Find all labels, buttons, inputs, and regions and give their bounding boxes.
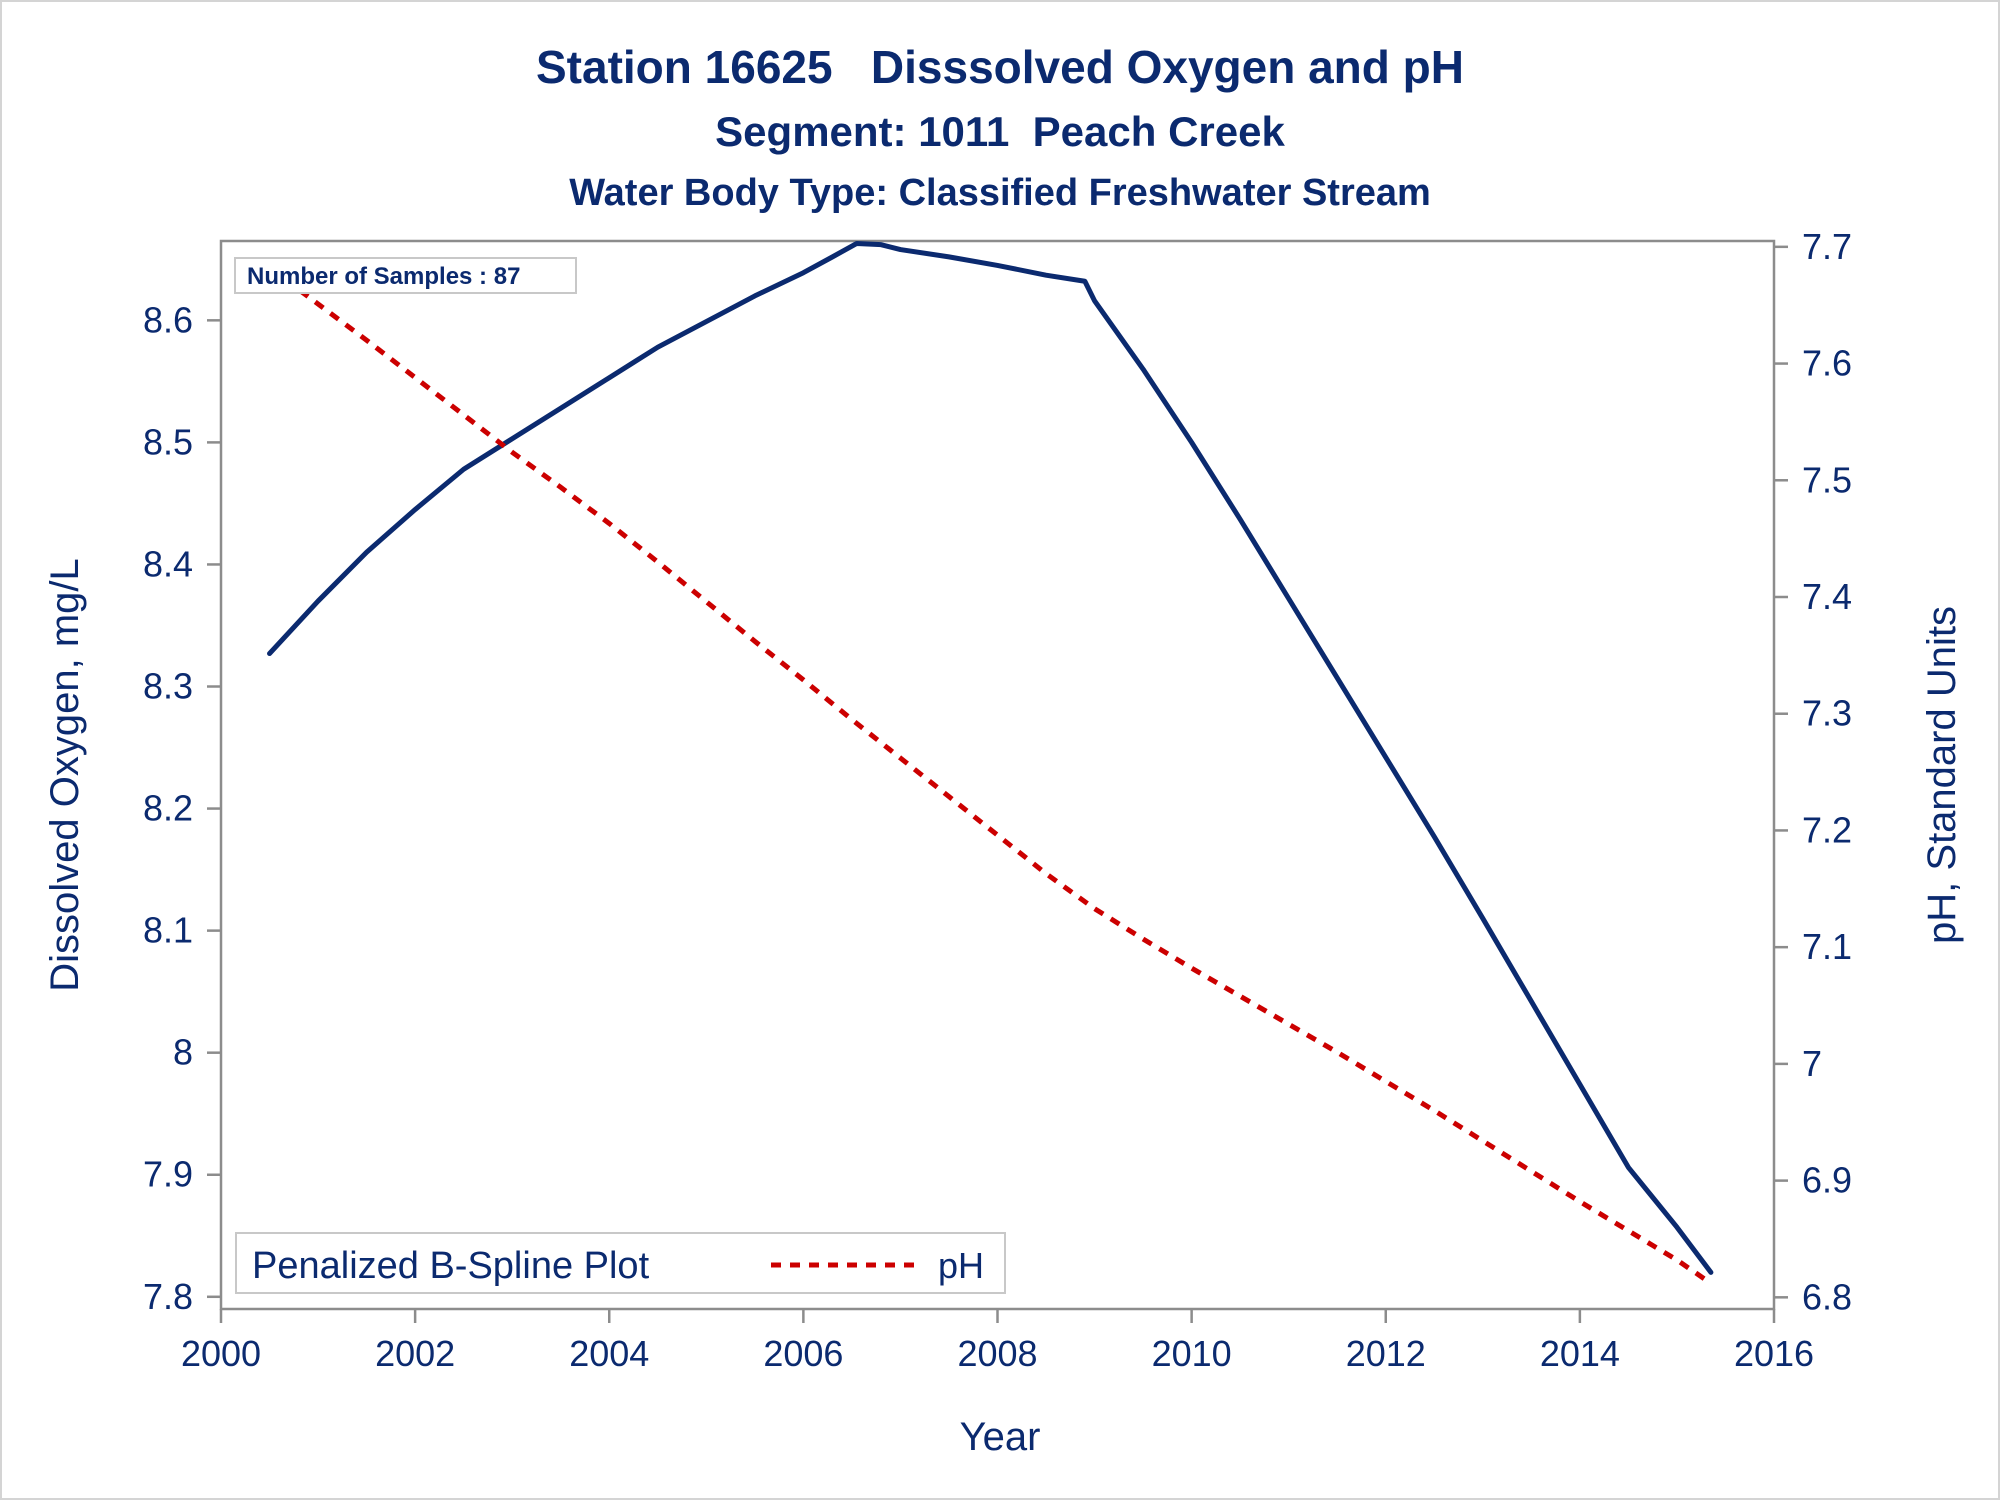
- chart-subtitle: Segment: 1011 Peach Creek: [715, 108, 1285, 155]
- x-tick-label: 2008: [957, 1333, 1037, 1374]
- y-left-tick-label: 8.5: [143, 421, 193, 462]
- y-left-tick-label: 8.1: [143, 910, 193, 951]
- y-right-tick-label: 7.6: [1802, 343, 1852, 384]
- y-right-tick-label: 7: [1802, 1043, 1822, 1084]
- y-left-tick-label: 8: [173, 1032, 193, 1073]
- x-tick-label: 2004: [569, 1333, 649, 1374]
- y-right-tick-label: 6.8: [1802, 1276, 1852, 1317]
- series-line-dissolved-oxygen: [267, 240, 1714, 1275]
- y-right-tick-label: 7.5: [1802, 459, 1852, 500]
- x-tick-label: 2010: [1152, 1333, 1232, 1374]
- y-right-tick-label: 7.4: [1802, 576, 1852, 617]
- y-axis-left-label: Dissolved Oxygen, mg/L: [43, 558, 87, 992]
- x-tick-label: 2006: [763, 1333, 843, 1374]
- series-line-ph: [268, 265, 1713, 1286]
- x-tick-label: 2002: [375, 1333, 455, 1374]
- y-left-tick-label: 8.2: [143, 788, 193, 829]
- y-left-tick-label: 8.4: [143, 543, 193, 584]
- x-tick-label: 2000: [181, 1333, 261, 1374]
- legend-label-ph: pH: [938, 1245, 984, 1286]
- y-right-tick-label: 7.2: [1802, 809, 1852, 850]
- chart-title: Station 16625 Disssolved Oxygen and pH: [536, 41, 1464, 93]
- y-right-tick-label: 7.1: [1802, 926, 1852, 967]
- x-tick-label: 2016: [1734, 1333, 1814, 1374]
- legend-title: Penalized B-Spline Plot: [252, 1245, 650, 1287]
- y-axis-right-label: pH, Standard Units: [1920, 606, 1964, 944]
- y-right-tick-label: 6.9: [1802, 1160, 1852, 1201]
- y-left-tick-label: 7.8: [143, 1276, 193, 1317]
- chart-subtitle-2: Water Body Type: Classified Freshwater S…: [569, 172, 1431, 214]
- x-axis: 2000 2002 2004 2006 2008 2010 2012 2014 2016: [181, 1309, 1814, 1374]
- sample-count-box: [234, 257, 577, 294]
- legend-box: [235, 1232, 1006, 1294]
- y-axis-right: 6.8 6.9 7 7.1 7.2 7.3 7.4 7.5 7.6 7.7: [1774, 226, 1852, 1317]
- x-tick-label: 2012: [1346, 1333, 1426, 1374]
- x-tick-label: 2014: [1540, 1333, 1620, 1374]
- plot-area: [219, 239, 1776, 1311]
- x-axis-label: Year: [960, 1415, 1041, 1459]
- y-axis-left: 7.8 7.9 8 8.1 8.2 8.3 8.4 8.5 8.6: [143, 299, 221, 1317]
- y-right-tick-label: 7.3: [1802, 693, 1852, 734]
- y-right-tick-label: 7.7: [1802, 226, 1852, 267]
- y-left-tick-label: 8.3: [143, 666, 193, 707]
- sample-count-label: Number of Samples : 87: [247, 263, 520, 290]
- y-left-tick-label: 8.6: [143, 299, 193, 340]
- y-left-tick-label: 7.9: [143, 1154, 193, 1195]
